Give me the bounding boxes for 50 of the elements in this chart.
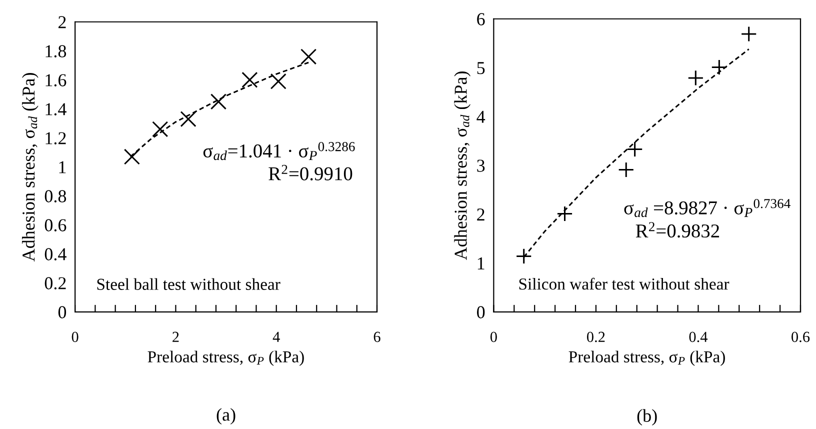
annotation: R$^{2}$=0.9832 <box>636 222 720 238</box>
x-axis-title: Preload stress, σ$_{P}$ (kPa) <box>148 350 304 366</box>
annotation: Silicon wafer test without shear <box>519 278 730 290</box>
point <box>180 110 196 128</box>
y-tick-label: 0.8 <box>44 190 66 202</box>
x-axis-title: Preload stress, σ$_{P}$ (kPa) <box>568 350 725 366</box>
y-tick-label: 1.8 <box>46 45 66 58</box>
y-tick-label: 3 <box>477 160 485 172</box>
point <box>124 148 140 165</box>
y-tick-label: 0 <box>477 306 485 318</box>
y-tick-label: 1.6 <box>46 74 66 86</box>
y-axis-title: Adhesion stress, σ$_{ad}$ (kPa) <box>22 73 38 262</box>
x-tick-label: 0.6 <box>792 332 810 342</box>
y-tick-label: 0.6 <box>44 219 66 232</box>
y-tick-label: 1.4 <box>46 103 66 116</box>
point <box>210 94 227 110</box>
y-tick-label: 5 <box>477 62 485 74</box>
y-tick-label: 0.2 <box>44 277 66 290</box>
y-tick-label: 0 <box>58 306 66 318</box>
point <box>626 141 643 158</box>
annotation: σ$_{ad}$=1.041 · σ$_{P}$$^{0.3286}$ <box>203 142 355 160</box>
x-tick-label: 0 <box>72 332 78 342</box>
annotation: σ$_{ad}$ =8.9827 · σ$_{P}$$^{0.7364}$ <box>624 198 790 218</box>
x-tick-label: 2 <box>172 332 179 342</box>
annotation: Steel ball test without shear <box>97 278 280 290</box>
point <box>618 162 634 178</box>
x-tick-label: 0 <box>490 332 497 342</box>
x-tick-label: 0.2 <box>586 332 605 342</box>
point <box>242 72 258 88</box>
point <box>270 73 286 90</box>
text: (b) <box>637 409 657 426</box>
point <box>152 121 168 138</box>
y-tick-label: 6 <box>477 13 485 26</box>
y-axis-title: Adhesion stress, σ$_{ad}$ (kPa) <box>454 72 471 260</box>
y-tick-label: 2 <box>477 208 484 220</box>
annotation: R$^{2}$=0.9910 <box>268 164 352 180</box>
y-tick-label: 0.4 <box>44 248 66 260</box>
x-tick-label: 0.4 <box>689 332 708 342</box>
x-tick-label: 6 <box>374 332 380 342</box>
y-tick-label: 1 <box>59 161 66 174</box>
point <box>516 248 532 264</box>
text: (a) <box>216 408 236 424</box>
y-tick-label: 2 <box>58 16 66 28</box>
y-tick-label: 1.2 <box>46 132 66 144</box>
y-tick-label: 1 <box>478 257 484 270</box>
y-tick-label: 4 <box>476 110 486 123</box>
point <box>300 48 317 65</box>
point <box>740 26 757 42</box>
x-tick-label: 4 <box>272 332 280 342</box>
point <box>688 70 704 86</box>
